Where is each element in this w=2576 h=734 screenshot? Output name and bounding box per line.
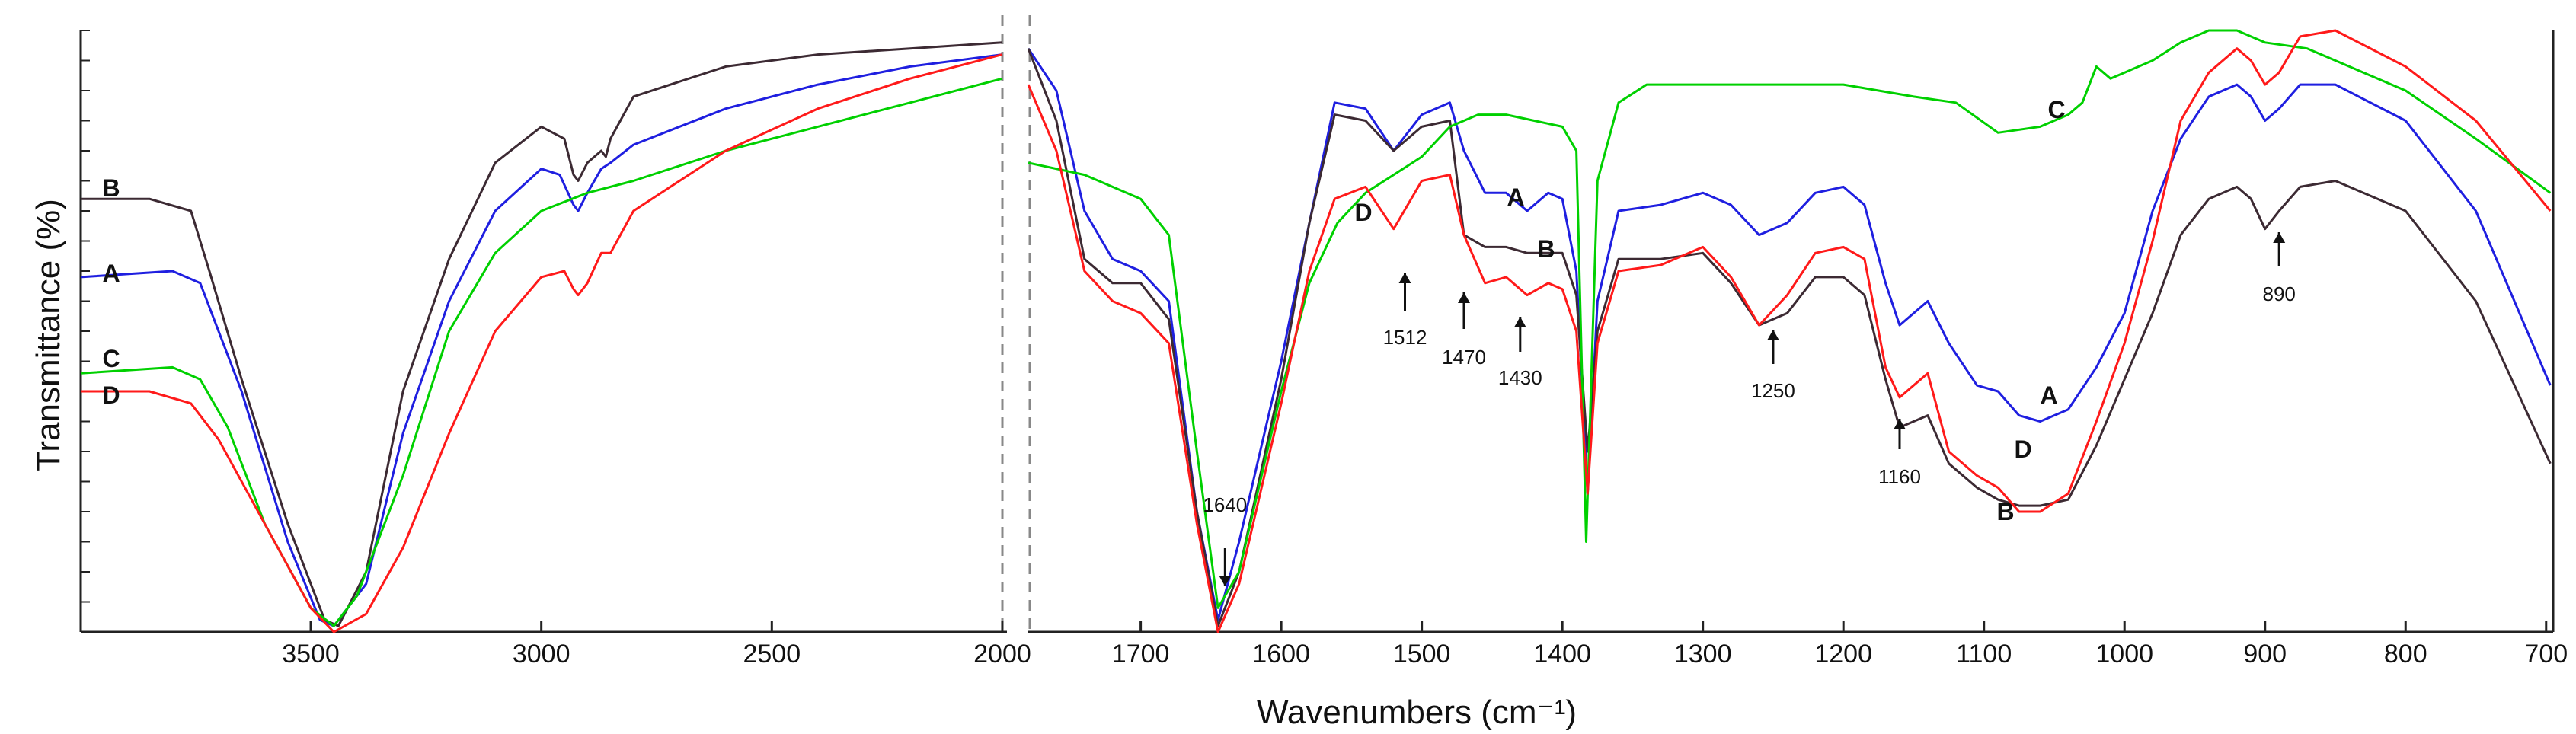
annotation-arrow-head [1894, 419, 1906, 429]
annotation-arrow-head [1219, 576, 1232, 586]
x-tick-label: 1400 [1533, 640, 1591, 669]
annotation-arrow-head [1513, 317, 1526, 327]
x-tick-label: 3000 [513, 640, 570, 669]
series-line-d [1027, 29, 2552, 633]
series-line-d [81, 53, 1003, 633]
x-tick-label: 1500 [1393, 640, 1451, 669]
series-line-c [80, 77, 1003, 627]
x-tick-label: 1200 [1814, 640, 1872, 669]
series-line-a [80, 53, 1003, 627]
x-tick-label: 900 [2243, 640, 2287, 669]
series-label-a: A [2040, 381, 2057, 409]
annotation-label: 890 [2262, 282, 2295, 305]
x-tick-label: 700 [2524, 640, 2568, 669]
annotation-layer: 1640 1512 1470 1430 1250 1160 890 [1203, 232, 2296, 586]
annotation-label: 1640 [1203, 493, 1247, 516]
x-tick-label: 1000 [2095, 640, 2153, 669]
series-label-c: C [102, 345, 120, 372]
series-label-b: B [102, 174, 120, 202]
series-label-d: D [102, 381, 120, 409]
series-label-d: D [1354, 199, 1372, 226]
series-label-d: D [2014, 436, 2031, 463]
annotation-label: 1430 [1498, 366, 1542, 389]
x-tick-label: 1300 [1674, 640, 1732, 669]
series-label-a: A [102, 260, 120, 287]
series-line-a [1027, 47, 2552, 621]
annotation-label: 1470 [1442, 346, 1486, 369]
series-label-b: B [1996, 498, 2014, 525]
series-layer [80, 29, 2552, 633]
series-label-c: C [2047, 96, 2065, 123]
annotation-arrow-head [2273, 232, 2286, 243]
axes-frame: 3500 3000 2500 2000 1700 1600 1500 1400 1300 1200… [79, 15, 2568, 669]
annotation-arrow-head [1766, 330, 1779, 340]
x-tick-label: 1700 [1112, 640, 1170, 669]
annotation-arrow-head [1458, 292, 1470, 303]
series-line-b [1027, 48, 2552, 627]
x-tick-label: 2500 [743, 640, 801, 669]
x-axis-title: Wavenumbers (cm⁻¹) [1257, 694, 1577, 731]
x-tick-label: 1100 [1956, 640, 2012, 669]
y-axis-title: Transmittance (%) [30, 199, 67, 471]
annotation-label: 1250 [1751, 379, 1795, 402]
annotation-label: 1512 [1383, 326, 1427, 349]
x-tick-label: 2000 [973, 640, 1031, 669]
x-tick-label: 1600 [1252, 640, 1310, 669]
series-label-b: B [1537, 235, 1555, 263]
series-line-b [81, 41, 1002, 627]
annotation-arrow-head [1398, 273, 1411, 283]
series-line-c [1028, 29, 2552, 609]
annotation-label: 1160 [1878, 465, 1921, 488]
x-tick-label: 3500 [282, 640, 340, 669]
x-tick-label: 800 [2384, 640, 2427, 669]
series-label-a: A [1507, 184, 1524, 211]
